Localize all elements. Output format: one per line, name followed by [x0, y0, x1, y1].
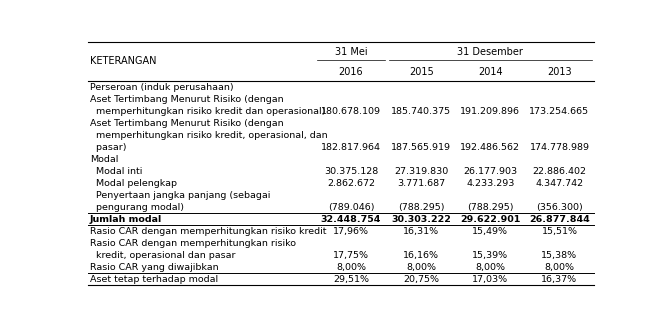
Text: kredit, operasional dan pasar: kredit, operasional dan pasar: [90, 252, 235, 260]
Text: 17,96%: 17,96%: [333, 227, 369, 237]
Text: Aset tetap terhadap modal: Aset tetap terhadap modal: [90, 275, 218, 284]
Text: Rasio CAR dengan memperhitungkan risiko kredit: Rasio CAR dengan memperhitungkan risiko …: [90, 227, 326, 237]
Text: 16,37%: 16,37%: [541, 275, 578, 284]
Text: pengurang modal): pengurang modal): [90, 204, 183, 212]
Text: 20,75%: 20,75%: [403, 275, 440, 284]
Text: Jumlah modal: Jumlah modal: [90, 216, 162, 225]
Text: 27.319.830: 27.319.830: [394, 168, 449, 176]
Text: 26.177.903: 26.177.903: [463, 168, 517, 176]
Text: 4.233.293: 4.233.293: [466, 179, 515, 189]
Text: 29.622.901: 29.622.901: [460, 216, 521, 225]
Text: 15,49%: 15,49%: [473, 227, 508, 237]
Text: memperhitungkan risiko kredit dan operasional): memperhitungkan risiko kredit dan operas…: [90, 107, 325, 116]
Text: Aset Tertimbang Menurut Risiko (dengan: Aset Tertimbang Menurut Risiko (dengan: [90, 95, 283, 105]
Text: 191.209.896: 191.209.896: [461, 107, 521, 116]
Text: Perseroan (induk perusahaan): Perseroan (induk perusahaan): [90, 83, 233, 93]
Text: 185.740.375: 185.740.375: [391, 107, 451, 116]
Text: 8,00%: 8,00%: [544, 263, 574, 273]
Text: 32.448.754: 32.448.754: [321, 216, 381, 225]
Text: (789.046): (789.046): [328, 204, 374, 212]
Text: 17,75%: 17,75%: [333, 252, 369, 260]
Text: 31 Desember: 31 Desember: [457, 47, 523, 57]
Text: Modal: Modal: [90, 156, 118, 164]
Text: KETERANGAN: KETERANGAN: [90, 56, 156, 66]
Text: Rasio CAR yang diwajibkan: Rasio CAR yang diwajibkan: [90, 263, 218, 273]
Text: 4.347.742: 4.347.742: [535, 179, 583, 189]
Text: 180.678.109: 180.678.109: [321, 107, 381, 116]
Text: (788.295): (788.295): [398, 204, 445, 212]
Text: 2015: 2015: [409, 67, 434, 77]
Text: (788.295): (788.295): [467, 204, 513, 212]
Text: 192.486.562: 192.486.562: [461, 143, 521, 152]
Text: 15,38%: 15,38%: [541, 252, 578, 260]
Text: 2016: 2016: [339, 67, 364, 77]
Text: 2013: 2013: [547, 67, 572, 77]
Text: 15,51%: 15,51%: [541, 227, 578, 237]
Text: Modal pelengkap: Modal pelengkap: [90, 179, 177, 189]
Text: 26.877.844: 26.877.844: [529, 216, 590, 225]
Text: 8,00%: 8,00%: [336, 263, 366, 273]
Text: 30.303.222: 30.303.222: [391, 216, 451, 225]
Text: 2.862.672: 2.862.672: [327, 179, 375, 189]
Text: 30.375.128: 30.375.128: [324, 168, 378, 176]
Text: pasar): pasar): [90, 143, 126, 152]
Text: Aset Tertimbang Menurut Risiko (dengan: Aset Tertimbang Menurut Risiko (dengan: [90, 120, 283, 128]
Text: 22.886.402: 22.886.402: [533, 168, 587, 176]
Text: memperhitungkan risiko kredit, operasional, dan: memperhitungkan risiko kredit, operasion…: [90, 131, 327, 141]
Text: 8,00%: 8,00%: [407, 263, 436, 273]
Text: 16,16%: 16,16%: [403, 252, 440, 260]
Text: 187.565.919: 187.565.919: [391, 143, 451, 152]
Text: 8,00%: 8,00%: [475, 263, 506, 273]
Text: 174.778.989: 174.778.989: [529, 143, 589, 152]
Text: 173.254.665: 173.254.665: [529, 107, 589, 116]
Text: 182.817.964: 182.817.964: [321, 143, 381, 152]
Text: 17,03%: 17,03%: [473, 275, 508, 284]
Text: 29,51%: 29,51%: [333, 275, 369, 284]
Text: 2014: 2014: [478, 67, 503, 77]
Text: Penyertaan jangka panjang (sebagai: Penyertaan jangka panjang (sebagai: [90, 191, 270, 200]
Text: Modal inti: Modal inti: [90, 168, 142, 176]
Text: Rasio CAR dengan memperhitungkan risiko: Rasio CAR dengan memperhitungkan risiko: [90, 239, 296, 248]
Text: 3.771.687: 3.771.687: [397, 179, 446, 189]
Text: 31 Mei: 31 Mei: [335, 47, 368, 57]
Text: 15,39%: 15,39%: [473, 252, 508, 260]
Text: (356.300): (356.300): [536, 204, 583, 212]
Text: 16,31%: 16,31%: [403, 227, 440, 237]
